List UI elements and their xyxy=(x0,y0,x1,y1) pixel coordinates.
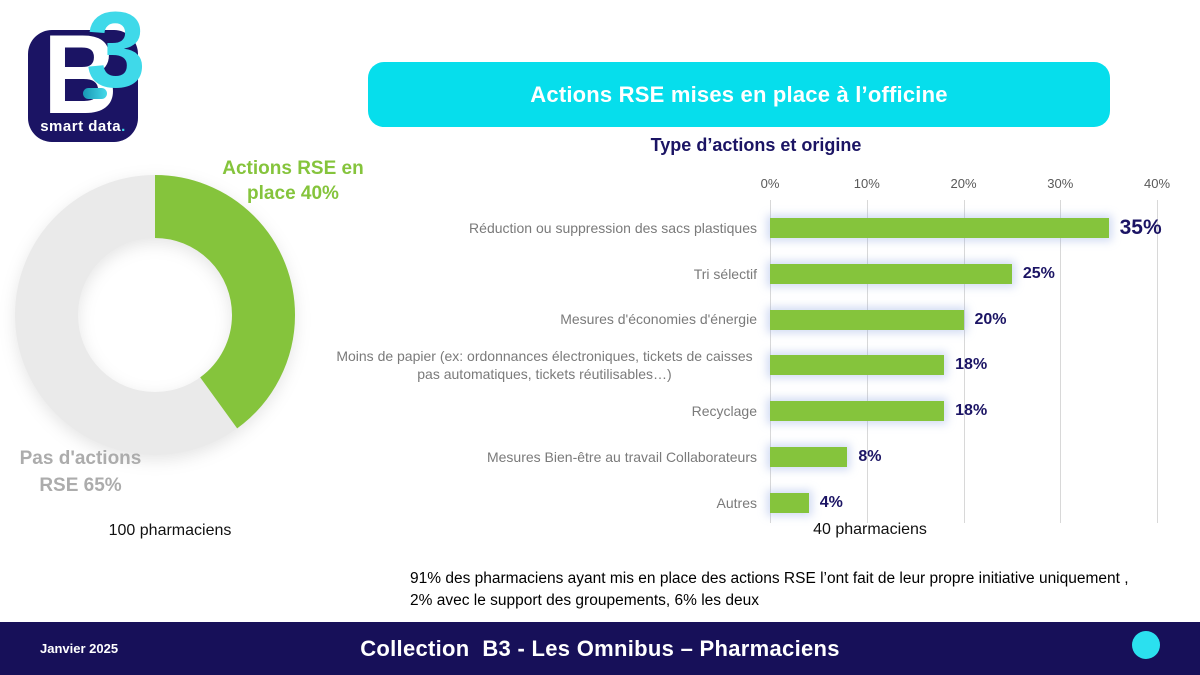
category-label: Autres xyxy=(716,494,757,511)
title-banner: Actions RSE mises en place à l’officine xyxy=(368,62,1110,127)
x-axis-tick: 0% xyxy=(760,176,780,191)
bar xyxy=(770,218,1109,238)
category-label: Mesures Bien-être au travail Collaborate… xyxy=(486,448,757,465)
logo-dot: . xyxy=(121,118,126,135)
footer-dot-icon xyxy=(1132,631,1160,659)
footer-date: Janvier 2025 xyxy=(40,641,119,656)
category-label: Réduction ou suppression des sacs plasti… xyxy=(469,219,757,236)
chart-subtitle: Type d’actions et origine xyxy=(650,135,862,155)
donut-sample-label: 100 pharmaciens xyxy=(108,522,232,539)
bar xyxy=(770,401,945,422)
bar xyxy=(770,492,809,513)
category-label: Mesures d'économies d'énergie xyxy=(560,311,757,328)
footnote-line2: 2% avec le support des groupements, 6% l… xyxy=(410,592,759,609)
donut-slice-active xyxy=(15,175,295,455)
bar-sample-label: 40 pharmaciens xyxy=(813,521,927,538)
bar xyxy=(770,447,848,467)
donut-label-inactive-line1: Pas d'actions xyxy=(19,448,142,469)
logo-digit-3: 3 xyxy=(85,0,146,110)
value-label: 8% xyxy=(858,448,882,465)
donut-label-active-line2: place 40% xyxy=(247,183,339,204)
donut-label-active: Actions RSE en place 40% xyxy=(208,156,378,206)
x-axis-tick: 20% xyxy=(950,176,977,191)
logo-letter-b: B xyxy=(43,12,118,137)
value-label: 18% xyxy=(955,356,988,374)
footnote-line1: 91% des pharmaciens ayant mis en place d… xyxy=(410,570,1129,587)
gridline xyxy=(963,200,965,523)
gridline xyxy=(1157,200,1158,523)
bar xyxy=(770,355,945,376)
category-label: Moins de papier (ex: ordonnances électro… xyxy=(336,347,753,383)
x-axis-tick: 30% xyxy=(1047,176,1074,191)
logo-subtitle: smart data. xyxy=(28,118,138,135)
b3-logo: B 3 smart data. xyxy=(28,0,146,142)
bar xyxy=(770,263,1012,284)
category-label: Tri sélectif xyxy=(693,265,757,282)
value-label: 20% xyxy=(974,310,1007,328)
donut-chart xyxy=(15,175,295,455)
donut-label-inactive: Pas d'actions RSE 65% xyxy=(8,445,153,499)
footer-bar: Janvier 2025 Collection B3 - Les Omnibus… xyxy=(0,622,1200,675)
page-title: Actions RSE mises en place à l’officine xyxy=(530,81,948,107)
footnote: 91% des pharmaciens ayant mis en place d… xyxy=(410,568,1200,612)
bar xyxy=(770,309,964,330)
donut-label-active-line1: Actions RSE en xyxy=(222,158,364,179)
footer-collection: Collection B3 - Les Omnibus – Pharmacien… xyxy=(360,635,840,661)
x-axis-tick: 40% xyxy=(1143,176,1171,191)
value-label: 4% xyxy=(819,493,843,511)
category-label: Recyclage xyxy=(691,402,757,419)
value-label: 35% xyxy=(1119,216,1162,239)
value-label: 18% xyxy=(955,402,988,420)
logo-subtitle-text: smart data xyxy=(40,118,122,135)
logo-swoosh-icon xyxy=(83,88,107,99)
value-label: 25% xyxy=(1022,264,1055,282)
donut-label-inactive-line2: RSE 65% xyxy=(39,475,122,496)
gridline xyxy=(1060,200,1062,523)
x-axis-tick: 10% xyxy=(853,176,880,191)
